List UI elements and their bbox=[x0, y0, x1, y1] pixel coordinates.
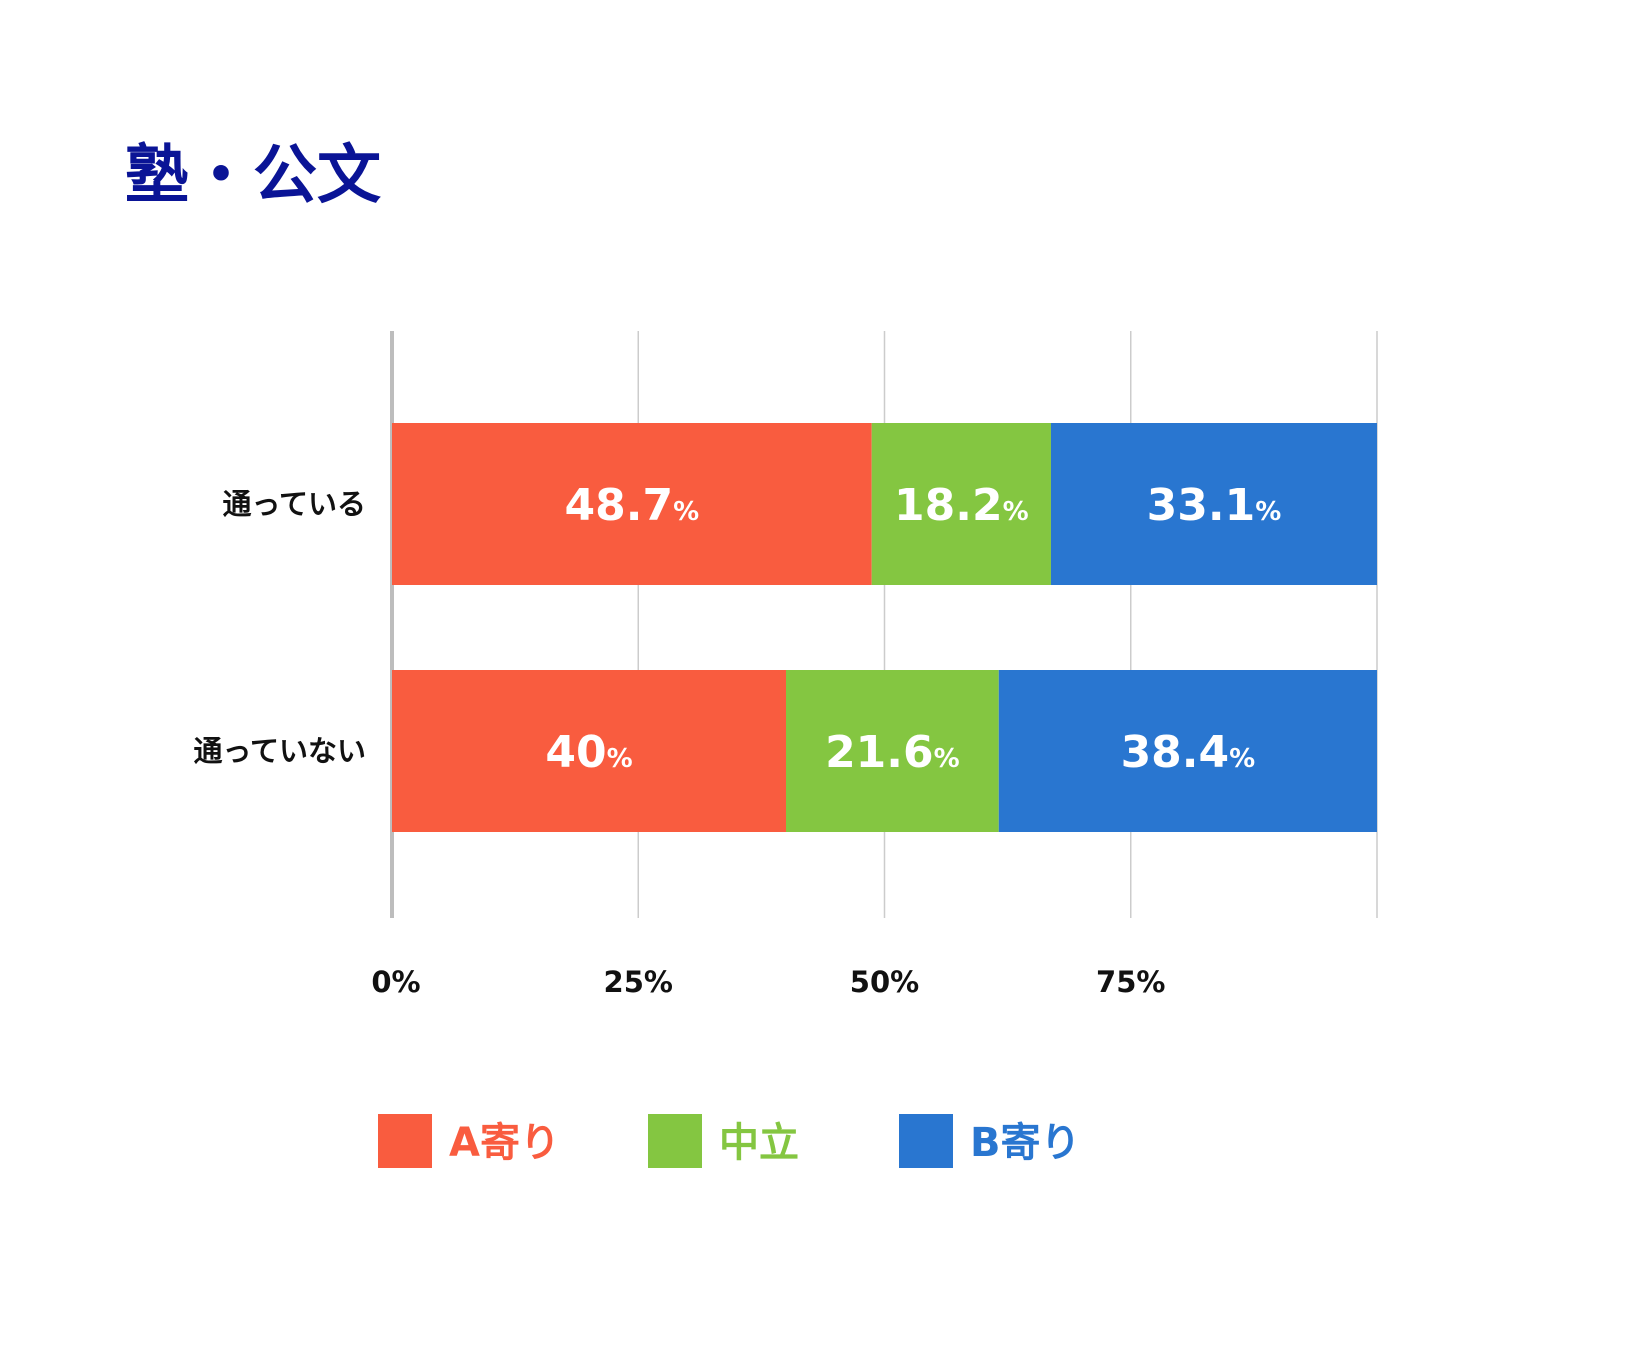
x-axis-tick-labels: 0% 25% 50% 75% bbox=[371, 965, 1165, 999]
legend-swatch bbox=[378, 1114, 432, 1168]
legend-label: A寄り bbox=[449, 1120, 560, 1166]
data-label: 38.4% bbox=[1121, 727, 1256, 778]
legend-swatch bbox=[899, 1114, 953, 1168]
legend: A寄り 中立 B寄り bbox=[378, 1114, 1081, 1168]
tick-label: 25% bbox=[604, 965, 673, 999]
category-label: 通っている bbox=[222, 487, 366, 521]
tick-label: 75% bbox=[1096, 965, 1165, 999]
chart-title: 塾・公文 bbox=[125, 139, 381, 213]
legend-label: 中立 bbox=[719, 1120, 799, 1166]
legend-swatch bbox=[648, 1114, 702, 1168]
bar-segment bbox=[998, 670, 1377, 832]
data-label: 18.2% bbox=[894, 480, 1029, 531]
tick-label: 0% bbox=[371, 965, 420, 999]
bar-segment bbox=[871, 423, 1051, 585]
bar-segment bbox=[1050, 423, 1377, 585]
data-label: 33.1% bbox=[1147, 480, 1282, 531]
category-label: 通っていない bbox=[193, 734, 366, 768]
bar-segment bbox=[786, 670, 999, 832]
bar-segment bbox=[392, 423, 872, 585]
legend-label: B寄り bbox=[970, 1120, 1081, 1166]
bar-segment bbox=[392, 670, 786, 832]
bars: 48.7% 18.2% 33.1%40% 21.6% 38.4% bbox=[392, 423, 1377, 832]
tick-label: 50% bbox=[850, 965, 919, 999]
